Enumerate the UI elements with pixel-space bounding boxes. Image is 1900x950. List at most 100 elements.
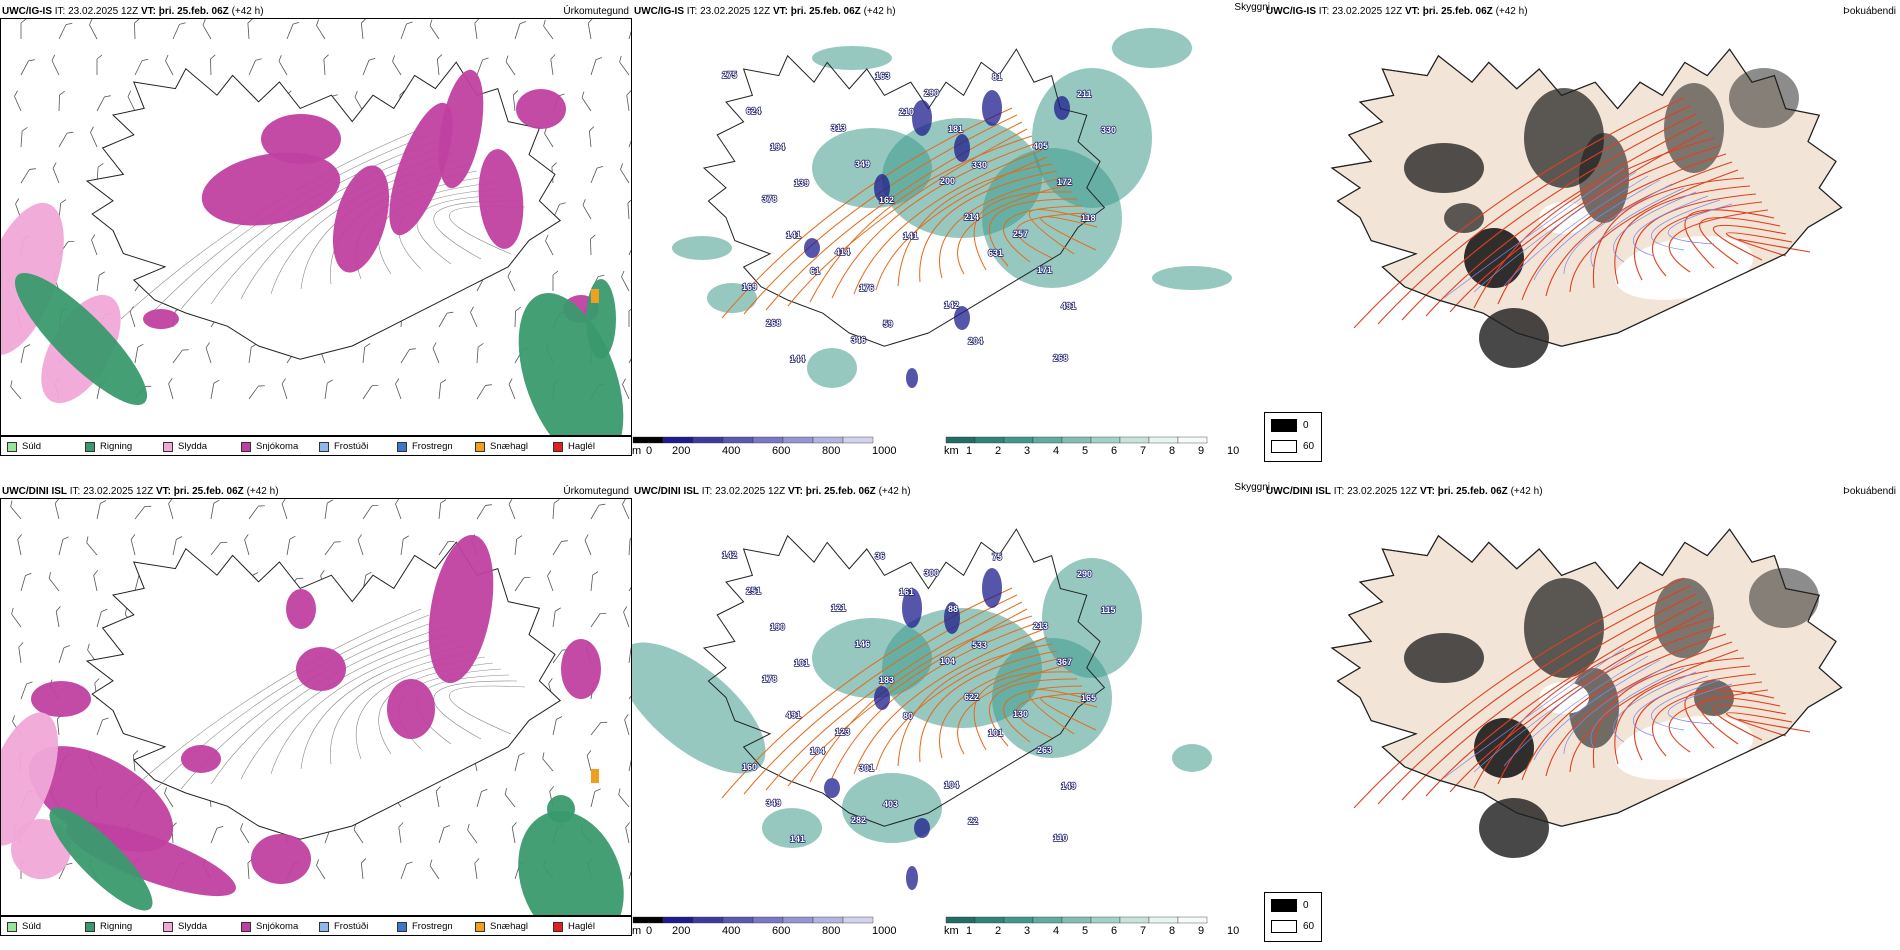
- iceland-coastline: [1330, 48, 1843, 347]
- elevation-label: 101: [988, 728, 1003, 738]
- wind-barb: [165, 54, 174, 76]
- wind-barb: [620, 163, 630, 184]
- visibility-bar-segment: [1061, 436, 1092, 444]
- wind-barb: [210, 379, 220, 400]
- road-line: [120, 608, 422, 800]
- wind-barb: [51, 54, 60, 76]
- road-line: [939, 177, 1063, 279]
- elevation-label: 257: [1013, 229, 1028, 239]
- elevation-label: 330: [972, 160, 987, 170]
- road-line: [1473, 137, 1715, 309]
- legend-swatch: [397, 921, 407, 932]
- wind-barb: [590, 503, 606, 520]
- visibility-bar-segment: [974, 916, 1005, 924]
- road-line: [853, 149, 1043, 295]
- elevation-bar-segment: [692, 436, 724, 444]
- wind-barb: [324, 541, 341, 556]
- road-line: [1353, 97, 1685, 329]
- legend-swatch: [7, 441, 17, 452]
- iceland-coastline: [702, 48, 1106, 347]
- fog-panel: UWC/IG-IS IT: 23.02.2025 12Z VT: þri. 25…: [1264, 0, 1900, 470]
- fog-legend: 0 60: [1264, 892, 1322, 942]
- visibility-map[interactable]: 142 121 104 130 160 282 300 213 178 123 104 110 251 1…: [632, 498, 1262, 916]
- road-line: [1614, 185, 1751, 285]
- wind-barb: [504, 788, 516, 808]
- wind-barb: [86, 536, 98, 556]
- elevation-label: 290: [924, 88, 939, 98]
- precip-type-map[interactable]: [0, 18, 632, 436]
- model-name: UWC/IG-IS: [634, 6, 684, 17]
- wind-barb: [56, 714, 63, 736]
- visibility-map[interactable]: 275 313 200 257 169 346 290 405 378 414 142 268 624 3…: [632, 18, 1262, 436]
- legend-swatch: [319, 441, 329, 452]
- elevation-label: 301: [859, 763, 874, 773]
- elevation-tick: 400: [722, 925, 741, 937]
- wind-barb: [248, 505, 265, 520]
- elevation-label: 139: [794, 178, 809, 188]
- lead-time: (+42 h): [231, 6, 264, 17]
- colorbars-canvas: [632, 436, 1208, 444]
- road-line: [919, 650, 1058, 763]
- legend-swatch: [397, 441, 407, 452]
- road-line: [1521, 633, 1727, 781]
- elevation-label: 59: [883, 319, 893, 329]
- visibility-tick: 1: [966, 925, 973, 937]
- panel-title: UWC/IG-IS IT: 23.02.2025 12Z VT: þri. 25…: [2, 6, 264, 17]
- wind-barb: [20, 59, 35, 76]
- wind-barb: [514, 306, 521, 328]
- visibility-bar-segment: [1032, 916, 1063, 924]
- wind-barb: [507, 270, 516, 292]
- wind-barb: [476, 343, 484, 364]
- precip-type-map[interactable]: [0, 498, 632, 916]
- river-line: [1613, 671, 1697, 743]
- road-line: [1614, 665, 1751, 765]
- fog-value-0: 0: [1303, 900, 1309, 911]
- elevation-label: 110: [1053, 833, 1068, 843]
- wind-barb: [552, 540, 568, 556]
- wind-barb: [476, 384, 492, 400]
- road-line: [809, 615, 1033, 783]
- road-line: [1738, 238, 1811, 253]
- legend-item: Frostúði: [319, 921, 368, 932]
- road-line: [210, 626, 446, 785]
- legend-label: Slydda: [178, 921, 208, 932]
- wind-barb: [55, 606, 61, 628]
- elevation-bar-segment: [722, 916, 754, 924]
- panel-title: UWC/DINI ISL IT: 23.02.2025 12Z VT: þri.…: [1266, 486, 1543, 497]
- visibility-map-canvas: 142 121 104 130 160 282 300 213 178 123 104 110 251 1…: [632, 528, 1212, 890]
- forecast-row-igis: UWC/IG-IS IT: 23.02.2025 12Z VT: þri. 25…: [0, 0, 1900, 470]
- road-line: [897, 643, 1053, 767]
- river-line: [1533, 659, 1661, 761]
- init-time: 23.02.2025 12Z: [68, 6, 139, 17]
- elevation-bar-segment: [752, 436, 784, 444]
- legend-label: Snæhagl: [490, 441, 529, 452]
- elevation-label: 210: [899, 107, 914, 117]
- precip-type-legend: Súld Rigning Slydda Snjókoma Frostúði Frostre…: [0, 436, 632, 456]
- elevation-label: 144: [790, 354, 805, 364]
- wind-barb: [354, 91, 364, 112]
- fog-map[interactable]: [1264, 18, 1900, 436]
- wind-barb: [512, 90, 519, 112]
- legend-swatch: [163, 441, 173, 452]
- wind-barb: [10, 500, 22, 520]
- elevation-label: 101: [794, 658, 809, 668]
- wind-barb: [400, 348, 416, 364]
- visibility-unit: km: [944, 925, 959, 937]
- road-line: [1668, 209, 1769, 273]
- legend-item: Súld: [7, 441, 41, 452]
- wind-barb: [590, 57, 603, 76]
- wind-barb: [324, 379, 333, 400]
- elevation-label: 141: [790, 834, 805, 844]
- road-line: [1725, 232, 1793, 257]
- fog-map[interactable]: [1264, 498, 1900, 916]
- elevation-label: 176: [859, 283, 874, 293]
- road-line: [1377, 585, 1691, 805]
- wind-barb: [202, 19, 212, 40]
- elevation-label: 313: [831, 123, 846, 133]
- legend-swatch: [475, 441, 485, 452]
- visibility-tick: 9: [1198, 925, 1205, 937]
- road-line: [150, 614, 430, 795]
- wind-barb: [14, 90, 22, 112]
- wind-barb: [210, 54, 216, 76]
- elevation-bar-segment: [782, 916, 814, 924]
